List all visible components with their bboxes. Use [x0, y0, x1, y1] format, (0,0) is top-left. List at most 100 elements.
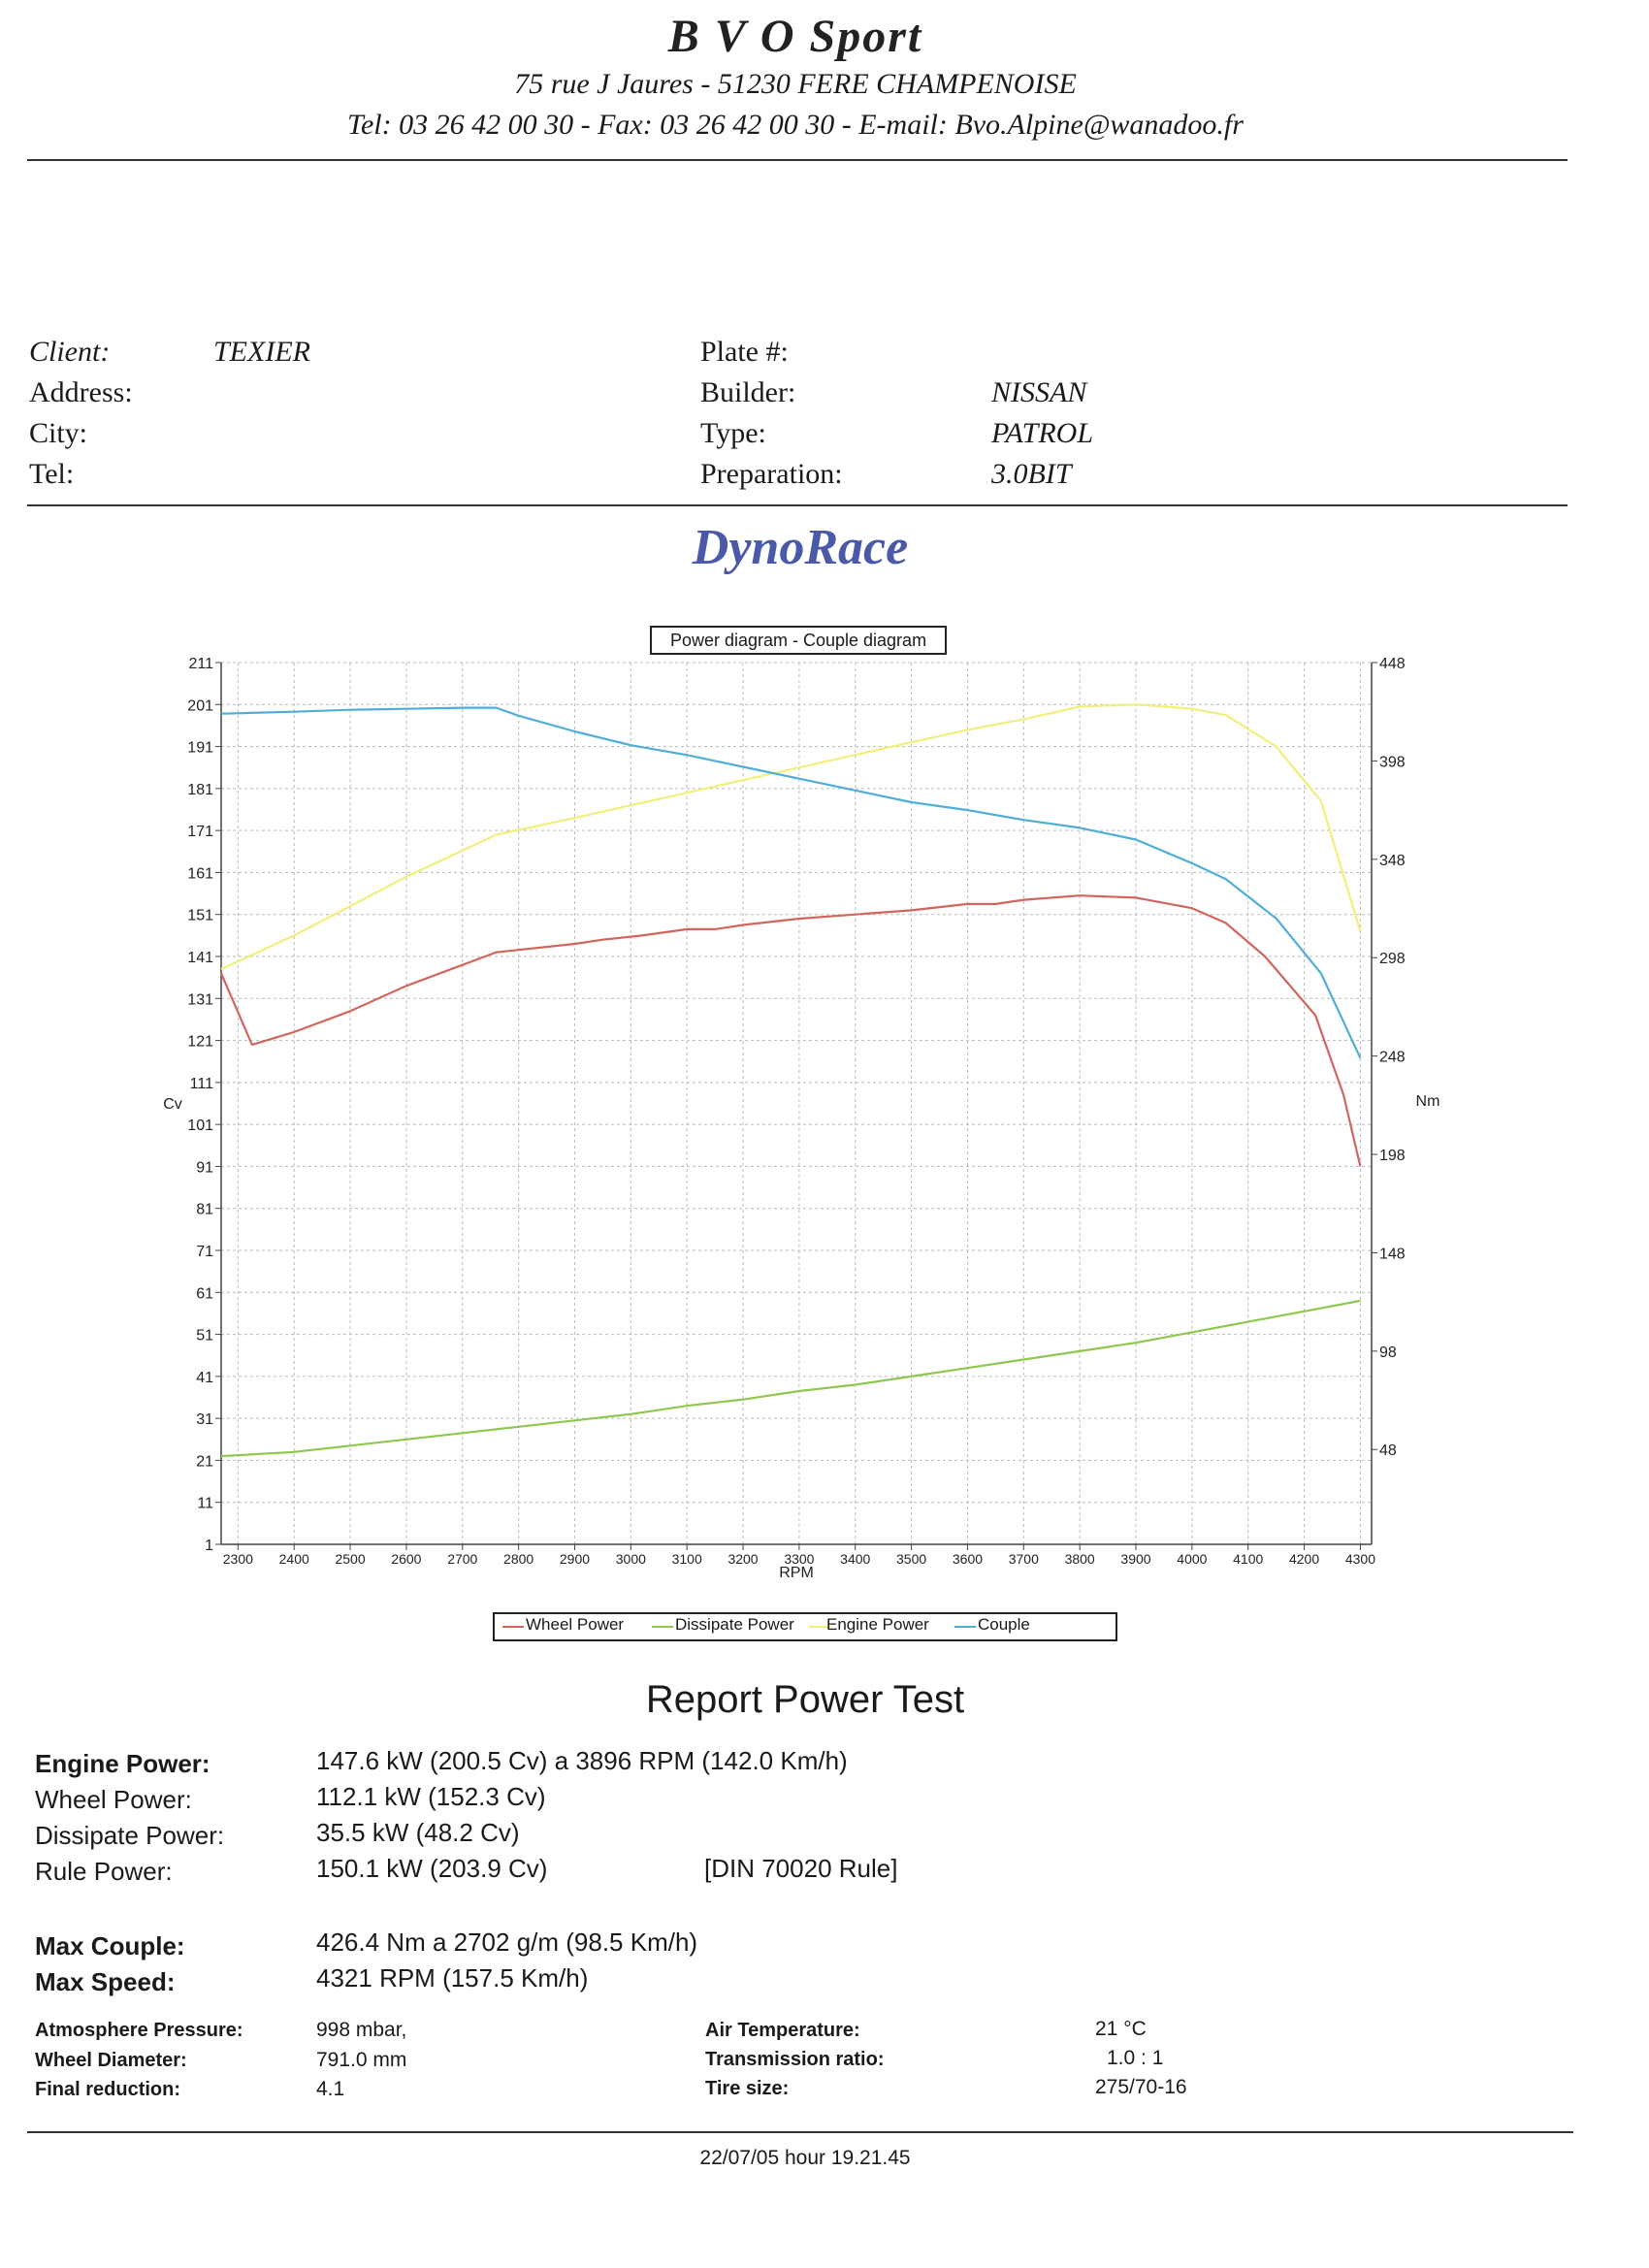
- x-tick-label: 3400: [840, 1551, 870, 1567]
- y-right-tick-label: 248: [1379, 1050, 1406, 1066]
- brand-title: DynoRace: [692, 520, 909, 575]
- max-speed-value: 4321 RPM (157.5 Km/h): [316, 1963, 589, 1993]
- y-left-tick-label: 101: [187, 1118, 213, 1134]
- x-tick-label: 2400: [279, 1551, 309, 1567]
- rule-power-label: Rule Power:: [35, 1857, 173, 1886]
- y-left-tick-label: 161: [187, 865, 213, 882]
- wheel-diameter-value: 791.0 mm: [316, 2049, 407, 2071]
- x-tick-label: 2600: [391, 1551, 421, 1567]
- y-right-tick-label: 148: [1379, 1246, 1406, 1262]
- legend-item-engine: Engine Power: [826, 1615, 929, 1634]
- y-left-tick-label: 121: [187, 1034, 213, 1051]
- y-right-tick-label: 348: [1379, 853, 1406, 869]
- y-right-tick-label: 448: [1379, 656, 1406, 672]
- address-label: Address:: [29, 376, 133, 408]
- company-contact: Tel: 03 26 42 00 30 - Fax: 03 26 42 00 3…: [347, 109, 1244, 141]
- x-tick-label: 3000: [616, 1551, 646, 1567]
- y-left-tick-label: 141: [187, 950, 213, 966]
- y-left-tick-label: 171: [187, 824, 213, 840]
- y-left-tick-label: 211: [188, 656, 213, 672]
- report-title: Report Power Test: [645, 1678, 965, 1721]
- builder-value: NISSAN: [991, 376, 1087, 408]
- client-value: TEXIER: [213, 336, 310, 368]
- max-couple-label: Max Couple:: [35, 1931, 185, 1960]
- air-temperature-label: Air Temperature:: [705, 2020, 860, 2041]
- y-right-tick-label: 398: [1379, 754, 1406, 770]
- legend-swatch-engine: [809, 1626, 830, 1628]
- company-name: B V O Sport: [667, 11, 923, 62]
- company-address: 75 rue J Jaures - 51230 FERE CHAMPENOISE: [514, 68, 1077, 100]
- x-tick-label: 3900: [1120, 1551, 1150, 1567]
- transmission-ratio-label: Transmission ratio:: [705, 2049, 885, 2070]
- tire-size-label: Tire size:: [705, 2078, 790, 2099]
- y-left-tick-label: 201: [187, 697, 213, 714]
- y-left-tick-label: 1: [205, 1538, 213, 1554]
- builder-label: Builder:: [700, 376, 796, 408]
- rule-power-value: 150.1 kW (203.9 Cv): [316, 1854, 548, 1883]
- tire-size-value: 275/70-16: [1095, 2076, 1187, 2098]
- wheel-diameter-label: Wheel Diameter:: [35, 2050, 187, 2071]
- dissipate-power-value: 35.5 kW (48.2 Cv): [316, 1818, 520, 1847]
- legend-item-wheel: Wheel Power: [526, 1615, 625, 1634]
- atmosphere-pressure-label: Atmosphere Pressure:: [35, 2020, 243, 2041]
- header-divider: [27, 159, 1568, 161]
- air-temperature-value: 21 °C: [1095, 2018, 1147, 2040]
- y-right-tick-label: 198: [1379, 1148, 1406, 1164]
- series-line-couple: [220, 706, 1362, 1059]
- max-speed-label: Max Speed:: [35, 1967, 176, 1996]
- x-tick-label: 2800: [503, 1551, 534, 1567]
- client-label: Client:: [29, 336, 111, 368]
- legend-item-dissipate: Dissipate Power: [675, 1615, 794, 1634]
- rule-power-note: [DIN 70020 Rule]: [704, 1854, 898, 1883]
- type-value: PATROL: [991, 417, 1094, 449]
- y-left-tick-label: 51: [196, 1328, 213, 1345]
- y-right-axis-label: Nm: [1416, 1093, 1440, 1110]
- x-tick-label: 2500: [335, 1551, 365, 1567]
- x-tick-label: 2300: [223, 1551, 253, 1567]
- x-tick-label: 4300: [1345, 1551, 1375, 1567]
- client-divider: [27, 504, 1568, 506]
- x-tick-label: 3800: [1065, 1551, 1095, 1567]
- x-axis-label: RPM: [779, 1565, 814, 1581]
- dissipate-power-label: Dissipate Power:: [35, 1821, 225, 1850]
- y-left-tick-label: 11: [197, 1496, 213, 1512]
- x-tick-label: 3700: [1009, 1551, 1039, 1567]
- legend-swatch-wheel: [502, 1626, 524, 1628]
- footer-divider: [27, 2131, 1573, 2133]
- legend-swatch-couple: [954, 1626, 976, 1628]
- y-left-tick-label: 181: [187, 782, 213, 798]
- y-left-tick-label: 81: [196, 1202, 213, 1218]
- plate-label: Plate #:: [700, 336, 789, 368]
- y-right-tick-label: 48: [1379, 1442, 1397, 1459]
- engine-power-value: 147.6 kW (200.5 Cv) a 3896 RPM (142.0 Km…: [316, 1746, 848, 1775]
- engine-power-label: Engine Power:: [35, 1749, 210, 1778]
- x-tick-label: 3600: [953, 1551, 983, 1567]
- y-left-tick-label: 91: [196, 1159, 213, 1176]
- tel-label: Tel:: [29, 458, 75, 490]
- legend-item-couple: Couple: [978, 1615, 1030, 1634]
- x-tick-label: 3500: [896, 1551, 926, 1567]
- y-left-tick-label: 131: [187, 991, 213, 1008]
- max-couple-value: 426.4 Nm a 2702 g/m (98.5 Km/h): [316, 1928, 698, 1957]
- x-tick-label: 3100: [672, 1551, 702, 1567]
- atmosphere-pressure-value: 998 mbar,: [316, 2019, 407, 2041]
- y-left-tick-label: 191: [187, 740, 213, 757]
- preparation-value: 3.0BIT: [991, 458, 1072, 490]
- x-tick-label: 4000: [1177, 1551, 1207, 1567]
- x-tick-label: 2700: [447, 1551, 477, 1567]
- wheel-power-label: Wheel Power:: [35, 1785, 192, 1814]
- chart-legend: Wheel Power Dissipate Power Engine Power…: [493, 1612, 1117, 1641]
- type-label: Type:: [700, 417, 766, 449]
- y-left-tick-label: 21: [196, 1453, 213, 1470]
- series-line-dissipate-power: [220, 1299, 1361, 1458]
- city-label: City:: [29, 417, 88, 449]
- y-left-tick-label: 111: [190, 1076, 213, 1092]
- y-right-tick-label: 98: [1379, 1345, 1397, 1361]
- x-tick-label: 2900: [560, 1551, 590, 1567]
- y-left-tick-label: 71: [196, 1244, 213, 1260]
- series-line-engine-power: [220, 703, 1362, 970]
- chart-title: Power diagram - Couple diagram: [650, 626, 947, 655]
- final-reduction-value: 4.1: [316, 2078, 345, 2100]
- x-tick-label: 3200: [728, 1551, 758, 1567]
- wheel-power-value: 112.1 kW (152.3 Cv): [316, 1782, 546, 1811]
